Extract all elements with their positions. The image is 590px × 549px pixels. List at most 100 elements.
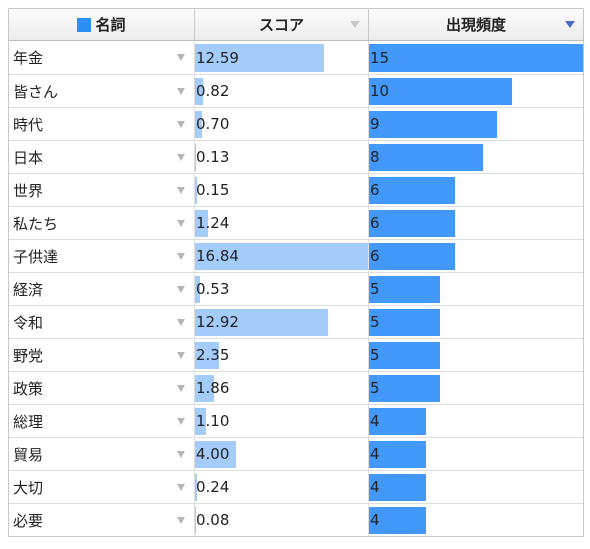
table-row[interactable]: 総理 1.10 4 xyxy=(9,404,583,437)
score-value: 0.15 xyxy=(196,181,230,199)
table-row[interactable]: 時代 0.70 9 xyxy=(9,107,583,140)
dropdown-arrow-icon[interactable] xyxy=(177,286,185,293)
frequency-value: 4 xyxy=(370,412,380,430)
frequency-value: 5 xyxy=(370,379,380,397)
score-bar xyxy=(195,243,368,270)
table-row[interactable]: 野党 2.35 5 xyxy=(9,338,583,371)
noun-cell[interactable]: 子供達 xyxy=(9,240,194,272)
score-cell: 0.24 xyxy=(194,471,368,503)
table-header: 名詞 スコア 出現頻度 xyxy=(9,9,583,41)
frequency-bar xyxy=(369,309,441,336)
noun-label: 野党 xyxy=(13,346,44,365)
score-bar xyxy=(195,408,207,435)
frequency-cell: 5 xyxy=(368,339,583,371)
frequency-cell: 9 xyxy=(368,108,583,140)
column-header-score[interactable]: スコア xyxy=(194,9,368,40)
frequency-cell: 6 xyxy=(368,240,583,272)
noun-cell[interactable]: 貿易 xyxy=(9,438,194,470)
score-value: 0.82 xyxy=(196,82,230,100)
table-row[interactable]: 私たち 1.24 6 xyxy=(9,206,583,239)
table-body: 年金 12.59 15 皆さん 0.82 10 時代 0.70 9 日本 0.13 8 世界 0.15 6 私… xyxy=(9,41,583,536)
noun-label: 政策 xyxy=(13,379,44,398)
score-value: 4.00 xyxy=(196,445,230,463)
noun-cell[interactable]: 私たち xyxy=(9,207,194,239)
table-row[interactable]: 世界 0.15 6 xyxy=(9,173,583,206)
score-bar xyxy=(195,342,220,369)
dropdown-arrow-icon[interactable] xyxy=(177,319,185,326)
noun-cell[interactable]: 令和 xyxy=(9,306,194,338)
noun-label: 必要 xyxy=(13,511,44,530)
frequency-cell: 15 xyxy=(368,41,583,74)
frequency-bar xyxy=(369,210,455,237)
noun-label: 世界 xyxy=(13,181,44,200)
frequency-value: 4 xyxy=(370,445,380,463)
frequency-value: 5 xyxy=(370,313,380,331)
noun-cell[interactable]: 総理 xyxy=(9,405,194,437)
column-header-frequency[interactable]: 出現頻度 xyxy=(368,9,583,40)
score-value: 16.84 xyxy=(196,247,239,265)
dropdown-arrow-icon[interactable] xyxy=(177,54,185,61)
noun-cell[interactable]: 経済 xyxy=(9,273,194,305)
column-header-noun[interactable]: 名詞 xyxy=(9,9,194,40)
noun-cell[interactable]: 皆さん xyxy=(9,75,194,107)
dropdown-arrow-icon[interactable] xyxy=(177,187,185,194)
score-cell: 12.92 xyxy=(194,306,368,338)
column-header-score-label: スコア xyxy=(258,16,304,34)
sort-descending-icon[interactable] xyxy=(565,21,575,28)
noun-label: 私たち xyxy=(13,214,59,233)
table-row[interactable]: 子供達 16.84 6 xyxy=(9,239,583,272)
dropdown-arrow-icon[interactable] xyxy=(177,253,185,260)
dropdown-arrow-icon[interactable] xyxy=(177,88,185,95)
dropdown-arrow-icon[interactable] xyxy=(177,385,185,392)
frequency-bar xyxy=(369,144,484,171)
noun-cell[interactable]: 時代 xyxy=(9,108,194,140)
score-value: 12.59 xyxy=(196,48,239,67)
noun-cell[interactable]: 日本 xyxy=(9,141,194,173)
score-bar xyxy=(195,375,215,402)
table-row[interactable]: 年金 12.59 15 xyxy=(9,41,583,74)
noun-cell[interactable]: 大切 xyxy=(9,471,194,503)
frequency-value: 5 xyxy=(370,280,380,298)
frequency-value: 10 xyxy=(370,82,390,100)
table-row[interactable]: 大切 0.24 4 xyxy=(9,470,583,503)
sort-arrow-icon[interactable] xyxy=(350,21,360,28)
table-row[interactable]: 令和 12.92 5 xyxy=(9,305,583,338)
score-cell: 4.00 xyxy=(194,438,368,470)
noun-label: 貿易 xyxy=(13,445,44,464)
dropdown-arrow-icon[interactable] xyxy=(177,121,185,128)
dropdown-arrow-icon[interactable] xyxy=(177,220,185,227)
score-cell: 0.70 xyxy=(194,108,368,140)
frequency-cell: 6 xyxy=(368,174,583,206)
frequency-bar xyxy=(369,507,427,534)
score-bar xyxy=(195,441,237,468)
dropdown-arrow-icon[interactable] xyxy=(177,484,185,491)
table-row[interactable]: 日本 0.13 8 xyxy=(9,140,583,173)
noun-cell[interactable]: 必要 xyxy=(9,504,194,536)
noun-label: 大切 xyxy=(13,478,44,497)
noun-cell[interactable]: 野党 xyxy=(9,339,194,371)
table-row[interactable]: 貿易 4.00 4 xyxy=(9,437,583,470)
dropdown-arrow-icon[interactable] xyxy=(177,451,185,458)
noun-cell[interactable]: 年金 xyxy=(9,41,194,74)
frequency-value: 6 xyxy=(370,214,380,232)
table-row[interactable]: 経済 0.53 5 xyxy=(9,272,583,305)
dropdown-arrow-icon[interactable] xyxy=(177,352,185,359)
score-value: 1.24 xyxy=(196,214,230,232)
table-row[interactable]: 政策 1.86 5 xyxy=(9,371,583,404)
table-row[interactable]: 必要 0.08 4 xyxy=(9,503,583,536)
score-value: 1.86 xyxy=(196,379,230,397)
table-row[interactable]: 皆さん 0.82 10 xyxy=(9,74,583,107)
column-header-noun-label: 名詞 xyxy=(95,16,126,34)
score-bar xyxy=(195,309,328,336)
dropdown-arrow-icon[interactable] xyxy=(177,154,185,161)
score-bar xyxy=(195,507,196,534)
noun-cell[interactable]: 世界 xyxy=(9,174,194,206)
dropdown-arrow-icon[interactable] xyxy=(177,418,185,425)
score-value: 0.13 xyxy=(196,148,230,166)
dropdown-arrow-icon[interactable] xyxy=(177,517,185,524)
frequency-cell: 4 xyxy=(368,471,583,503)
score-bar xyxy=(195,144,197,171)
color-square-icon xyxy=(77,17,92,32)
noun-cell[interactable]: 政策 xyxy=(9,372,194,404)
score-cell: 0.08 xyxy=(194,504,368,536)
